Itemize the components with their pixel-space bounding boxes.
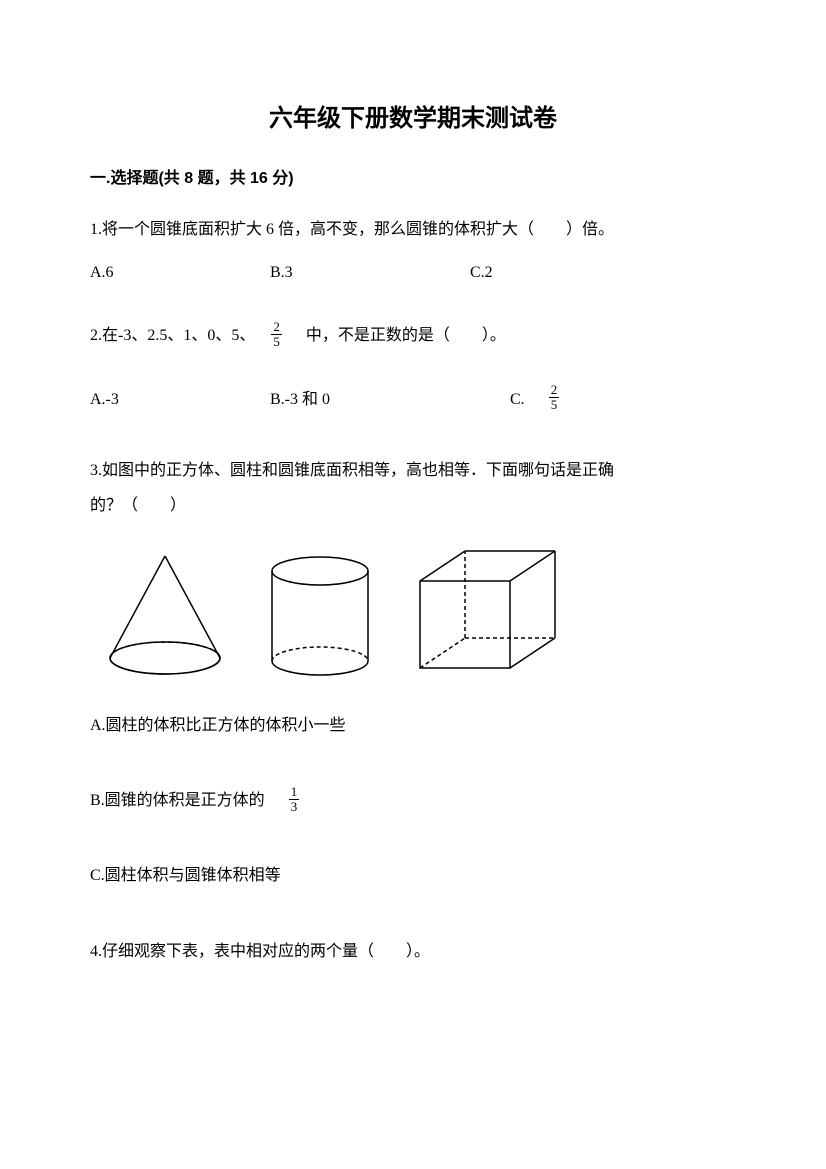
page-title: 六年级下册数学期末测试卷 (90, 100, 736, 138)
q1-opt-b: B.3 (270, 255, 470, 290)
q3-opt-c: C.圆柱体积与圆锥体积相等 (90, 858, 736, 893)
denominator: 5 (549, 398, 560, 412)
q1-options: A.6 B.3 C.2 (90, 255, 736, 290)
q2-opt-c: C. 2 5 (510, 382, 736, 417)
cone-icon (100, 548, 230, 678)
question-1: 1.将一个圆锥底面积扩大 6 倍，高不变，那么圆锥的体积扩大（ ）倍。 A.6 … (90, 212, 736, 290)
fraction-1-3: 1 3 (289, 785, 300, 815)
numerator: 1 (289, 785, 300, 800)
q3-line1: 3.如图中的正方体、圆柱和圆锥底面积相等，高也相等．下面哪句话是正确 (90, 453, 736, 488)
q2-suffix: 中，不是正数的是（ ）。 (290, 327, 506, 344)
numerator: 2 (549, 383, 560, 398)
denominator: 5 (271, 335, 282, 349)
question-4: 4.仔细观察下表，表中相对应的两个量（ ）。 (90, 934, 736, 969)
shapes-row (100, 543, 736, 678)
question-2: 2.在-3、2.5、1、0、5、 2 5 中，不是正数的是（ ）。 A.-3 B… (90, 318, 736, 416)
cube-icon (410, 543, 570, 678)
cylinder-icon (260, 553, 380, 678)
denominator: 3 (289, 800, 300, 814)
q1-opt-a: A.6 (90, 255, 270, 290)
q3-opt-a: A.圆柱的体积比正方体的体积小一些 (90, 708, 736, 743)
q2-optc-prefix: C. (510, 391, 541, 408)
fraction-2-5-c: 2 5 (549, 383, 560, 413)
q3-opt-b: B.圆锥的体积是正方体的 1 3 (90, 783, 736, 818)
q1-opt-c: C.2 (470, 255, 736, 290)
q3-optb-prefix: B.圆锥的体积是正方体的 (90, 792, 281, 809)
q2-prefix: 2.在-3、2.5、1、0、5、 (90, 327, 263, 344)
q3-options: A.圆柱的体积比正方体的体积小一些 B.圆锥的体积是正方体的 1 3 C.圆柱体… (90, 708, 736, 894)
fraction-2-5: 2 5 (271, 320, 282, 350)
section-header: 一.选择题(共 8 题，共 16 分) (90, 166, 736, 192)
q1-text: 1.将一个圆锥底面积扩大 6 倍，高不变，那么圆锥的体积扩大（ ）倍。 (90, 212, 736, 247)
q2-text: 2.在-3、2.5、1、0、5、 2 5 中，不是正数的是（ ）。 (90, 318, 736, 353)
q4-text: 4.仔细观察下表，表中相对应的两个量（ ）。 (90, 934, 736, 969)
q2-options: A.-3 B.-3 和 0 C. 2 5 (90, 382, 736, 417)
numerator: 2 (271, 320, 282, 335)
question-3: 3.如图中的正方体、圆柱和圆锥底面积相等，高也相等．下面哪句话是正确 的？（ ） (90, 453, 736, 894)
q3-line2: 的？（ ） (90, 488, 736, 523)
q2-opt-b: B.-3 和 0 (270, 382, 510, 417)
q2-opt-a: A.-3 (90, 382, 270, 417)
